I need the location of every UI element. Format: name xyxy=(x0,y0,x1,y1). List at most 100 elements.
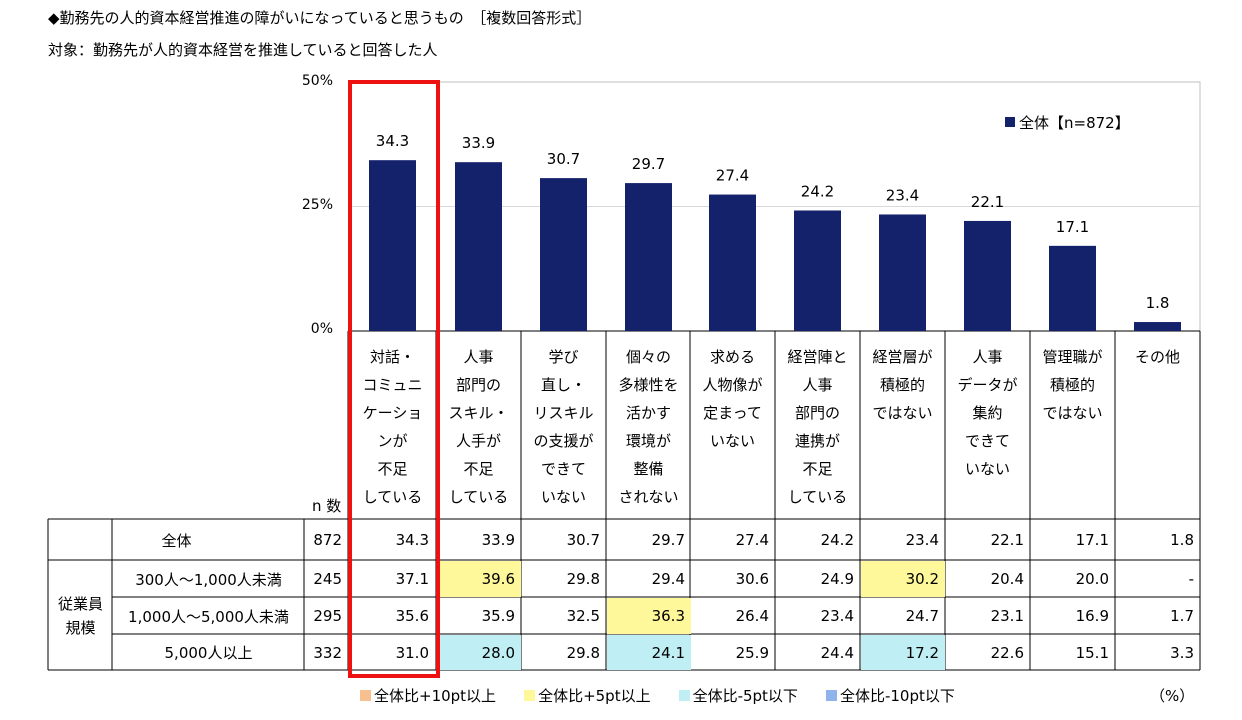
category-label-line: いない xyxy=(964,460,1010,478)
table-cell: 24.9 xyxy=(820,570,854,588)
group-label: 従業員 規模 xyxy=(49,561,112,670)
category-label: 学び 直し・ リスキル の支援が できて いない xyxy=(521,343,606,515)
category-label-line: 人事 xyxy=(463,348,494,366)
key-item: 全体比-10pt以下 xyxy=(825,685,955,706)
table-cell: 24.2 xyxy=(820,531,854,549)
table-cell: 39.6 xyxy=(437,561,521,597)
category-label-line: 人手が xyxy=(455,432,501,450)
data-label: 22.1 xyxy=(971,193,1004,211)
key-label: 全体比-5pt以下 xyxy=(692,687,798,705)
data-label: 33.9 xyxy=(462,134,495,152)
key-swatch xyxy=(678,690,690,701)
category-label-line: 人事 xyxy=(972,348,1003,366)
table-cell: 23.4 xyxy=(820,607,854,625)
legend-label: 全体【n=872】 xyxy=(1019,114,1130,132)
category-label-line: 積極的 xyxy=(1049,376,1095,394)
legend-swatch xyxy=(1005,117,1015,127)
table-cell: 27.4 xyxy=(735,531,769,549)
category-label-line: ケーショ xyxy=(362,404,423,422)
y-tick-label: 50% xyxy=(301,73,333,89)
category-label-line: している xyxy=(448,488,509,506)
table-cell: 36.3 xyxy=(607,598,691,634)
table-cell: 29.7 xyxy=(651,531,685,549)
category-label-line: リスキル xyxy=(533,404,594,422)
key-label: 全体比+10pt以上 xyxy=(374,687,497,705)
unit-label: （%） xyxy=(1150,687,1195,705)
table-cell: 33.9 xyxy=(481,531,515,549)
chart-legend: 全体【n=872】 xyxy=(1005,112,1130,133)
category-label-line: 部門の xyxy=(794,404,840,422)
chart-subtitle: 対象：勤務先が人的資本経営を推進していると回答した人 xyxy=(48,41,438,59)
table-cell: 32.5 xyxy=(566,607,600,625)
table-cell: 1.8 xyxy=(1170,531,1194,549)
n-value: 332 xyxy=(313,643,342,662)
category-label-line: 人事 xyxy=(802,376,833,394)
category-label: 人事 データが 集約 できて いない xyxy=(945,343,1030,515)
y-tick-label: 25% xyxy=(301,197,333,213)
category-label-line: している xyxy=(362,488,423,506)
category-label-line: 集約 xyxy=(972,404,1003,422)
table-cell: 31.0 xyxy=(395,643,429,662)
category-label-line: 連携が xyxy=(794,432,840,450)
table-cell: 30.6 xyxy=(735,570,769,588)
table-cell: 29.4 xyxy=(651,570,685,588)
category-label-line: ンが xyxy=(377,432,408,450)
table-cell: 25.9 xyxy=(735,643,769,662)
category-label-line: 個々の xyxy=(625,348,671,366)
category-label-line: スキル・ xyxy=(448,404,509,422)
category-label: 管理職が 積極的 ではない xyxy=(1030,343,1115,515)
category-label: 経営陣と 人事 部門の 連携が 不足 している xyxy=(775,343,860,515)
table-cell: 35.6 xyxy=(395,607,429,625)
category-label: 人事 部門の スキル・ 人手が 不足 している xyxy=(436,343,521,515)
bar xyxy=(1134,322,1181,331)
group-label-line: 従業員 xyxy=(57,594,103,613)
key-swatch xyxy=(825,690,837,701)
bar xyxy=(455,162,502,331)
table-cell: 1.7 xyxy=(1170,607,1194,625)
category-label-line: 直し・ xyxy=(540,376,586,394)
table-cell: 30.7 xyxy=(566,531,600,549)
bar xyxy=(540,178,587,331)
category-label-line: いない xyxy=(540,488,586,506)
category-label-line: データが xyxy=(957,376,1018,394)
category-label-line: 環境が xyxy=(625,432,671,450)
category-label-line: コミュニ xyxy=(362,376,423,394)
category-label-line: いない xyxy=(709,432,755,450)
bar xyxy=(794,210,841,331)
category-label-line: 不足 xyxy=(377,460,408,478)
category-label-line: 定まって xyxy=(703,404,762,422)
key-label: 全体比+5pt以上 xyxy=(538,687,651,705)
category-label: 個々の 多様性を 活かす 環境が 整備 されない xyxy=(606,343,691,515)
table-cell: 37.1 xyxy=(395,570,429,588)
highlight-key: 全体比+10pt以上 全体比+5pt以上 全体比-5pt以下 全体比-10pt以下 xyxy=(360,685,983,706)
key-swatch xyxy=(524,690,536,701)
category-label: 求める 人物像が 定まって いない xyxy=(690,343,775,515)
data-label: 1.8 xyxy=(1146,294,1170,312)
category-label-line: ではない xyxy=(872,404,933,422)
table-cell: 17.1 xyxy=(1075,531,1109,549)
category-label: 対話・コミュニケーションが不足している xyxy=(350,343,435,515)
table-cell: 20.4 xyxy=(990,570,1024,588)
data-label: 34.3 xyxy=(376,132,409,150)
category-label-line: 対話・ xyxy=(369,348,415,366)
data-label: 27.4 xyxy=(716,167,749,185)
bar xyxy=(879,214,926,331)
category-label-line: 不足 xyxy=(802,460,833,478)
category-label-line: できて xyxy=(540,460,586,478)
category-label-line: その他 xyxy=(1134,348,1180,366)
data-label: 24.2 xyxy=(801,182,834,200)
key-item: 全体比+5pt以上 xyxy=(524,685,651,706)
table-cell: 34.3 xyxy=(395,531,429,549)
category-label: その他 xyxy=(1115,343,1200,515)
category-label-line: 整備 xyxy=(633,460,664,478)
key-item: 全体比+10pt以上 xyxy=(360,685,496,706)
key-item: 全体比-5pt以下 xyxy=(678,685,798,706)
key-label: 全体比-10pt以下 xyxy=(839,687,955,705)
category-label-line: 部門の xyxy=(455,376,501,394)
bar xyxy=(709,194,756,331)
table-cell: 26.4 xyxy=(735,607,769,625)
category-label-line: 経営層が xyxy=(872,348,933,366)
category-label-line: している xyxy=(787,488,848,506)
data-label: 30.7 xyxy=(547,150,580,168)
